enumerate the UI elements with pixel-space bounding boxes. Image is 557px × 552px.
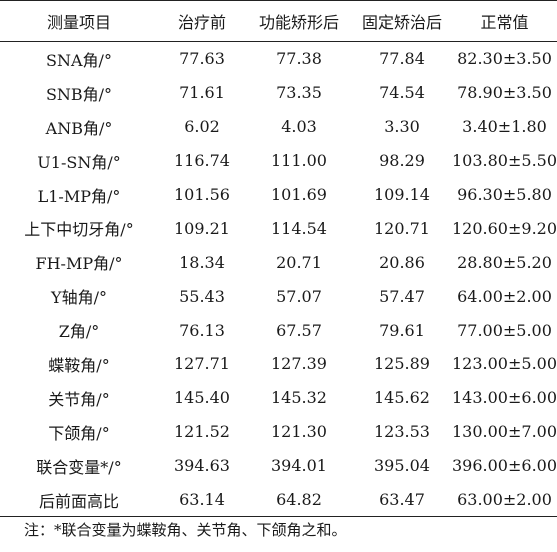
cell-pre-treatment: 145.40 xyxy=(174,388,230,408)
cell-after-fixed: 63.47 xyxy=(352,482,452,518)
cell-after-functional: 101.69 xyxy=(271,185,327,204)
table-row: SNB角/° 71.61 73.35 74.54 78.90±3.50 xyxy=(0,76,557,110)
table-row: L1-MP角/° 101.56 101.69 109.14 96.30±5.80 xyxy=(0,178,557,212)
cell-normal: 396.00±6.00 xyxy=(452,456,557,476)
cell-normal: 82.30±3.50 xyxy=(457,49,552,69)
cell-normal: 63.00±2.00 xyxy=(452,482,557,518)
cell-item: 联合变量*/° xyxy=(36,457,122,477)
header-after-fixed: 固定矫治后 xyxy=(352,0,452,42)
table-row: 上下中切牙角/° 109.21 114.54 120.71 120.60±9.20 xyxy=(0,211,557,245)
cell-normal: 103.80±5.50 xyxy=(452,151,557,171)
table-row: 关节角/° 145.40 145.32 145.62 143.00±6.00 xyxy=(0,381,557,415)
cell-pre-treatment: 101.56 xyxy=(174,185,230,204)
cell-item: Z角/° xyxy=(58,322,100,342)
cell-normal: 78.90±3.50 xyxy=(457,83,552,103)
table-row: 下颌角/° 121.52 121.30 123.53 130.00±7.00 xyxy=(0,415,557,449)
cell-item: 后前面高比 xyxy=(0,482,158,518)
cell-pre-treatment: 77.63 xyxy=(179,49,225,69)
header-pre-treatment: 治疗前 xyxy=(158,0,246,42)
measurement-table: 测量项目 治疗前 功能矫形后 固定矫治后 正常值 SNA角/° 77.63 77.3… xyxy=(0,0,557,518)
cell-pre-treatment: 116.74 xyxy=(174,151,230,171)
cell-normal: 123.00±5.00 xyxy=(452,354,557,374)
cell-pre-treatment: 55.43 xyxy=(179,286,225,306)
header-normal: 正常值 xyxy=(452,0,557,42)
cell-after-functional: 73.35 xyxy=(276,83,322,103)
cell-pre-treatment: 394.63 xyxy=(174,456,230,476)
table-row: SNA角/° 77.63 77.38 77.84 82.30±3.50 xyxy=(0,42,557,76)
cell-item: U1-SN角/° xyxy=(37,152,121,172)
cell-after-functional: 394.01 xyxy=(271,456,327,476)
cell-item: SNB角/° xyxy=(45,84,113,104)
measurement-table-container: 测量项目 治疗前 功能矫形后 固定矫治后 正常值 SNA角/° 77.63 77.3… xyxy=(0,0,557,518)
cell-pre-treatment: 109.21 xyxy=(174,218,230,238)
cell-after-fixed: 120.71 xyxy=(374,218,430,238)
cell-after-functional: 145.32 xyxy=(271,388,327,408)
cell-after-fixed: 20.86 xyxy=(379,252,425,272)
table-row: Z角/° 76.13 67.57 79.61 77.00±5.00 xyxy=(0,313,557,347)
cell-item: Y轴角/° xyxy=(51,288,107,308)
table-row: FH-MP角/° 18.34 20.71 20.86 28.80±5.20 xyxy=(0,245,557,279)
cell-after-functional: 111.00 xyxy=(271,151,327,171)
cell-item: ANB角/° xyxy=(45,118,113,138)
table-row: 后前面高比 63.14 64.82 63.47 63.00±2.00 xyxy=(0,482,557,518)
cell-normal: 64.00±2.00 xyxy=(457,286,552,306)
cell-item: 上下中切牙角/° xyxy=(24,220,134,240)
cell-pre-treatment: 63.14 xyxy=(158,482,246,518)
cell-after-fixed: 77.84 xyxy=(379,49,425,69)
cell-normal: 28.80±5.20 xyxy=(457,252,552,272)
cell-after-functional: 77.38 xyxy=(276,49,322,69)
cell-after-fixed: 145.62 xyxy=(374,388,430,408)
cell-pre-treatment: 127.71 xyxy=(174,354,230,374)
table-header-row: 测量项目 治疗前 功能矫形后 固定矫治后 正常值 xyxy=(0,0,557,42)
cell-normal: 130.00±7.00 xyxy=(452,422,557,442)
cell-after-functional: 64.82 xyxy=(246,482,352,518)
cell-pre-treatment: 6.02 xyxy=(184,117,220,137)
cell-pre-treatment: 71.61 xyxy=(179,83,225,103)
cell-normal: 143.00±6.00 xyxy=(452,388,557,408)
cell-after-functional: 114.54 xyxy=(271,218,327,238)
cell-after-functional: 67.57 xyxy=(276,320,322,340)
cell-normal: 96.30±5.80 xyxy=(457,185,552,204)
cell-after-fixed: 109.14 xyxy=(374,185,430,204)
header-item: 测量项目 xyxy=(0,0,158,42)
cell-after-fixed: 395.04 xyxy=(374,456,430,476)
table-row: 联合变量*/° 394.63 394.01 395.04 396.00±6.00 xyxy=(0,449,557,483)
cell-item: FH-MP角/° xyxy=(35,254,123,274)
cell-after-functional: 127.39 xyxy=(271,354,327,374)
table-footnote: 注：*联合变量为蝶鞍角、关节角、下颌角之和。 xyxy=(24,521,347,539)
cell-after-fixed: 74.54 xyxy=(379,83,425,103)
cell-pre-treatment: 76.13 xyxy=(179,320,225,340)
cell-after-fixed: 125.89 xyxy=(374,354,430,374)
cell-after-functional: 121.30 xyxy=(271,422,327,442)
cell-after-fixed: 79.61 xyxy=(379,320,425,340)
cell-item: 蝶鞍角/° xyxy=(48,355,110,375)
cell-pre-treatment: 18.34 xyxy=(179,252,225,272)
cell-after-functional: 57.07 xyxy=(276,286,322,306)
cell-item: L1-MP角/° xyxy=(37,186,121,206)
cell-item: SNA角/° xyxy=(46,50,112,70)
cell-pre-treatment: 121.52 xyxy=(174,422,230,442)
cell-after-functional: 4.03 xyxy=(281,117,317,137)
header-after-functional: 功能矫形后 xyxy=(246,0,352,42)
table-row: U1-SN角/° 116.74 111.00 98.29 103.80±5.50 xyxy=(0,144,557,178)
cell-normal: 77.00±5.00 xyxy=(457,320,552,340)
cell-after-fixed: 98.29 xyxy=(379,151,425,171)
table-row: Y轴角/° 55.43 57.07 57.47 64.00±2.00 xyxy=(0,279,557,313)
cell-item: 下颌角/° xyxy=(48,423,110,443)
table-row: ANB角/° 6.02 4.03 3.30 3.40±1.80 xyxy=(0,110,557,144)
cell-after-functional: 20.71 xyxy=(276,252,322,272)
cell-after-fixed: 3.30 xyxy=(384,117,420,137)
cell-normal: 3.40±1.80 xyxy=(462,117,547,137)
cell-item: 关节角/° xyxy=(48,389,110,409)
cell-after-fixed: 57.47 xyxy=(379,286,425,306)
cell-normal: 120.60±9.20 xyxy=(452,218,557,238)
cell-after-fixed: 123.53 xyxy=(374,422,430,442)
table-row: 蝶鞍角/° 127.71 127.39 125.89 123.00±5.00 xyxy=(0,347,557,381)
